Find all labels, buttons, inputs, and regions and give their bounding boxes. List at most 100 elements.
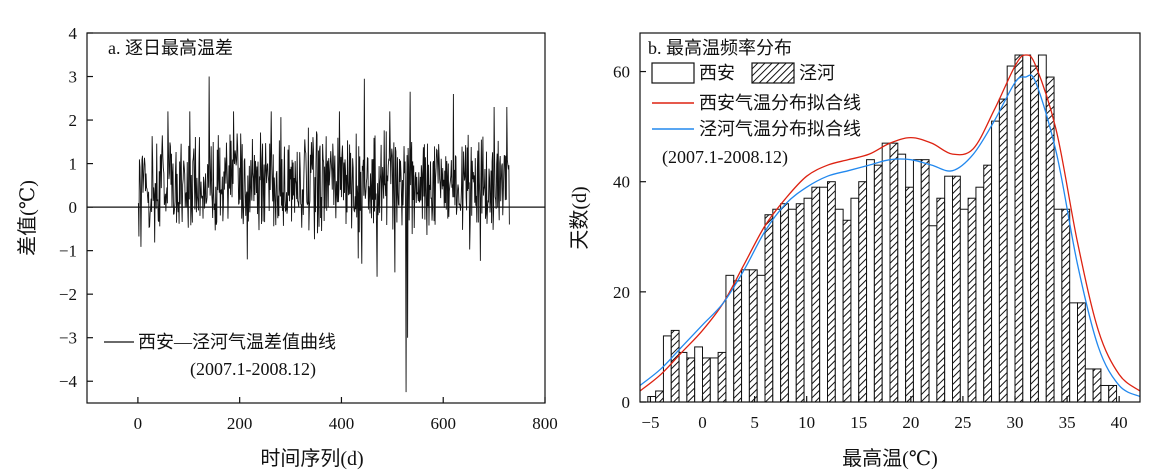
y-tick-label: −3: [59, 329, 77, 348]
bar-xian: [928, 225, 938, 403]
bar-xian: [819, 186, 828, 403]
bar-xian: [787, 208, 797, 403]
x-tick-label: 35: [1059, 413, 1076, 432]
bar-jinghe: [967, 197, 977, 403]
bar-jinghe: [1092, 368, 1102, 403]
bar-jinghe: [733, 280, 743, 403]
x-tick-label: 40: [1111, 413, 1128, 432]
bar-jinghe: [1108, 384, 1118, 403]
bar-xian: [1084, 368, 1094, 403]
bar-xian: [1006, 65, 1016, 403]
bar-jinghe: [920, 159, 930, 403]
bar-xian: [756, 274, 766, 403]
legend-hatched-bar-swatch: [751, 62, 795, 84]
bar-xian: [772, 208, 782, 403]
bar-jinghe: [1077, 302, 1086, 403]
x-tick-label: 20: [902, 413, 919, 432]
x-tick-label: 15: [850, 413, 867, 432]
x-tick-label: 600: [430, 414, 456, 433]
panel-a-x-axis-label: 时间序列(d): [260, 447, 363, 470]
bar-jinghe: [983, 164, 993, 403]
difference-series-line: [137, 76, 510, 393]
panel-b-legend-period: (2007.1-2008.12): [662, 147, 788, 168]
bar-xian: [1053, 208, 1063, 403]
bar-jinghe: [889, 142, 899, 403]
bar-jinghe: [1030, 65, 1039, 403]
bar-jinghe: [795, 203, 805, 403]
y-tick-label: 3: [69, 68, 78, 87]
bar-jinghe: [748, 269, 758, 403]
x-tick-label: 25: [954, 413, 971, 432]
bar-xian: [975, 186, 985, 403]
y-tick-label: −4: [59, 372, 78, 391]
x-tick-label: 0: [698, 413, 707, 432]
x-tick-label: 10: [798, 413, 815, 432]
bar-jinghe: [1061, 208, 1071, 403]
y-tick-label: 60: [613, 63, 630, 82]
bar-xian: [1022, 54, 1032, 403]
bar-xian: [1100, 384, 1110, 403]
legend-fit-jinghe-label: 泾河气温分布拟合线: [699, 119, 861, 139]
legend-open-bar-swatch: [651, 62, 695, 84]
bar-jinghe: [764, 214, 774, 403]
bar-xian: [647, 395, 657, 403]
bar-jinghe: [702, 357, 711, 403]
bar-jinghe: [873, 164, 883, 403]
panel-b-y-axis-label: 天数(d): [568, 186, 591, 249]
bar-jinghe: [952, 175, 961, 403]
fit-curve-jinghe: [639, 74, 1141, 398]
bar-jinghe: [1014, 54, 1024, 403]
panel-a-title: a. 逐日最高温差: [108, 38, 233, 58]
fit-curve-xian: [639, 54, 1141, 392]
y-tick-label: 1: [69, 155, 78, 174]
x-tick-label: −5: [641, 413, 659, 432]
panel-b-title: b. 最高温频率分布: [648, 38, 792, 58]
legend-jinghe-label: 泾河: [799, 63, 835, 83]
bar-xian: [912, 159, 922, 403]
bar-xian: [678, 351, 688, 403]
x-tick-label: 200: [227, 414, 253, 433]
bar-xian: [1069, 302, 1078, 403]
bar-xian: [834, 208, 844, 403]
bar-xian: [694, 346, 703, 403]
panel-a-legend-label: 西安—泾河气温差值曲线: [138, 332, 336, 352]
bar-jinghe: [905, 186, 914, 403]
y-tick-label: −1: [59, 242, 77, 261]
y-tick-label: 4: [69, 24, 78, 43]
bar-jinghe: [686, 357, 696, 403]
bar-xian: [959, 208, 969, 403]
bar-jinghe: [998, 98, 1008, 403]
bar-jinghe: [858, 181, 868, 403]
bar-jinghe: [936, 197, 946, 403]
bar-jinghe: [670, 329, 680, 403]
bar-jinghe: [842, 219, 852, 403]
x-tick-label: 0: [134, 414, 143, 433]
y-tick-label: 40: [613, 173, 630, 192]
bar-jinghe: [780, 203, 789, 403]
x-tick-label: 30: [1007, 413, 1024, 432]
y-tick-label: −2: [59, 285, 77, 304]
panel-a-legend-period: (2007.1-2008.12): [190, 359, 316, 380]
bar-xian: [850, 197, 860, 403]
bar-jinghe: [655, 390, 664, 403]
bar-jinghe: [827, 181, 836, 403]
bar-jinghe: [717, 351, 727, 403]
panel-b-x-axis-label: 最高温(℃): [842, 447, 938, 470]
panel-a-frame: [86, 32, 546, 404]
legend-xian-label: 西安: [699, 63, 735, 83]
bar-xian: [991, 120, 1000, 403]
x-tick-label: 5: [750, 413, 759, 432]
y-tick-label: 0: [622, 393, 631, 412]
bar-xian: [803, 197, 813, 403]
y-tick-label: 0: [69, 198, 78, 217]
y-tick-label: 2: [69, 111, 78, 130]
bar-xian: [741, 269, 750, 403]
bar-xian: [1037, 54, 1047, 403]
bar-xian: [709, 357, 719, 403]
bar-xian: [897, 153, 907, 403]
bar-jinghe: [811, 186, 821, 403]
x-tick-label: 400: [329, 414, 355, 433]
y-tick-label: 20: [613, 283, 630, 302]
